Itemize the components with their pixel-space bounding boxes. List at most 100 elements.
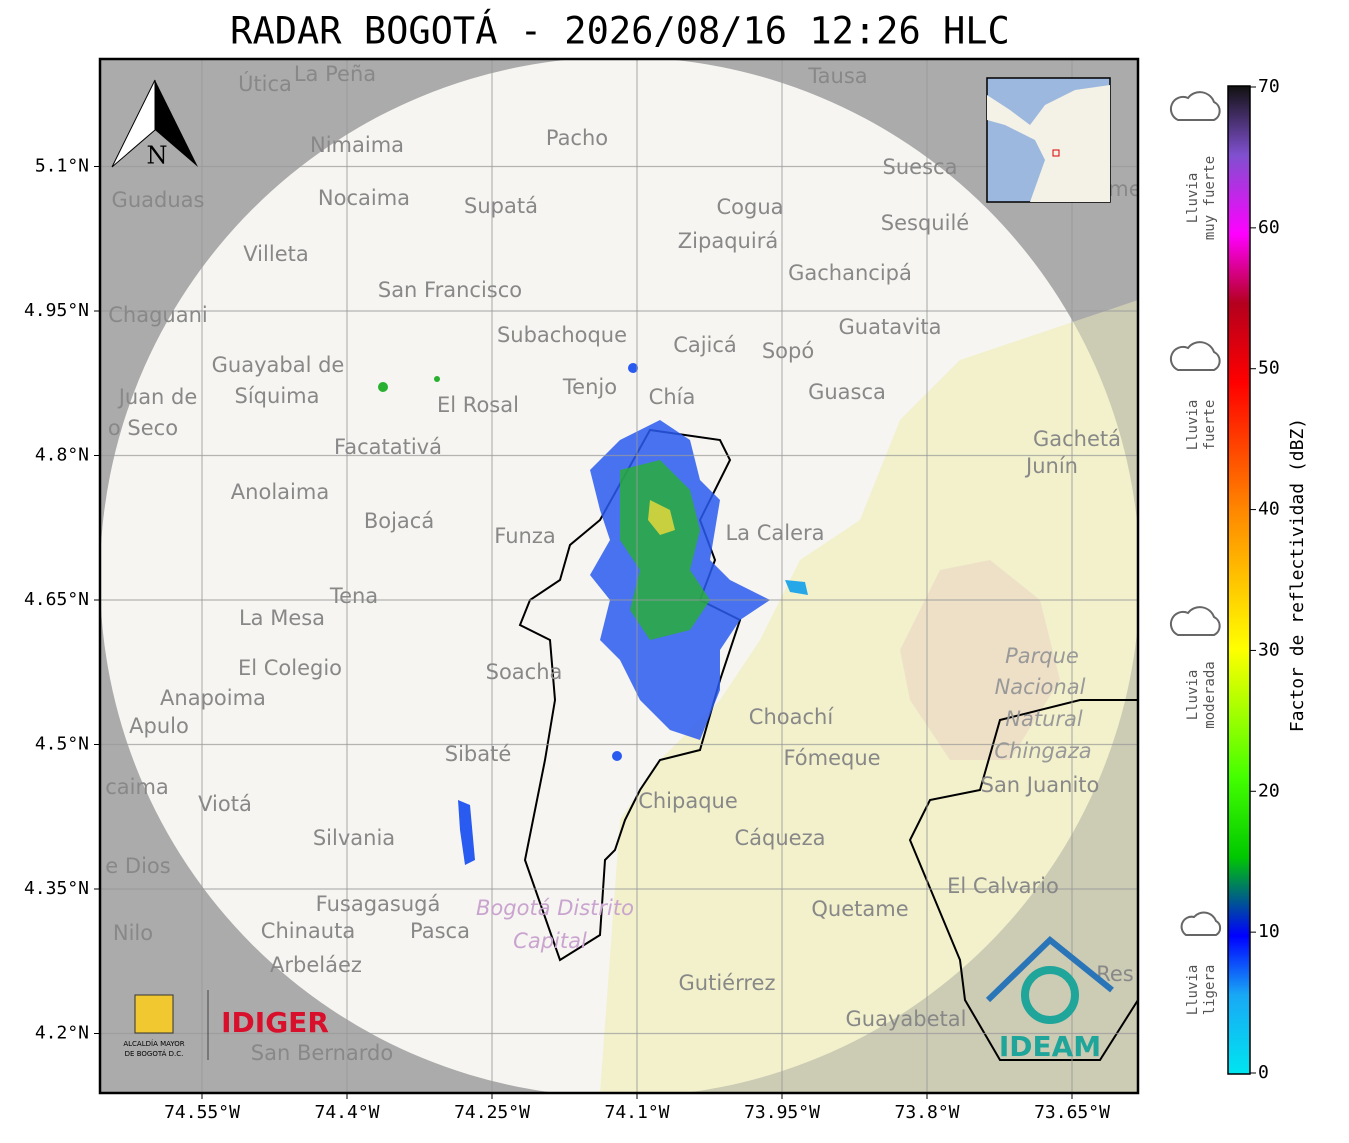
place-label: Quetame [811,897,908,921]
place-label: Guasca [808,380,886,404]
place-label: Sesquilé [881,211,969,235]
lon-tick-label: 73.65°W [1034,1102,1110,1123]
place-label: Natural [1005,707,1083,731]
title: RADAR BOGOTÁ - 2026/08/16 12:26 HLC [230,9,1010,53]
place-label: Síquima [235,384,320,408]
place-label: Supatá [464,194,538,218]
lon-tick-label: 74.1°W [604,1102,669,1123]
lon-tick-label: 74.4°W [314,1102,379,1123]
region-boundary [908,699,1138,1061]
lat-tick-label: 4.2°N [35,1023,89,1044]
place-label: Cogua [716,195,783,219]
place-label: Chinauta [261,919,355,943]
rain-level-label: Lluvia [1185,400,1201,451]
map-frame [98,57,1140,1095]
place-label: Guayabetal [846,1007,967,1031]
place-label: Cajicá [673,333,737,357]
place-label: Tena [329,584,378,608]
place-label: Subachoque [497,323,627,347]
lon-tick-label: 74.25°W [454,1102,530,1123]
colorbar-tick-label: 70 [1258,76,1280,97]
place-label: Funza [494,524,555,548]
place-label: Chipaque [638,789,738,813]
place-label: Capital [513,929,587,953]
place-label: Cáqueza [735,826,826,850]
rain-level-label: Lluvia [1185,965,1201,1016]
place-label: o Seco [108,416,178,440]
place-label: Parque [1005,644,1079,668]
place-label: Junín [1024,454,1078,478]
place-label: Sibaté [445,742,512,766]
north-arrow: N [111,79,198,170]
rain-level-label: Lluvia [1185,173,1201,224]
rain-level-label: ligera [1202,965,1218,1016]
lat-tick-label: 4.35°N [24,878,89,899]
place-label: Chaguani [108,303,208,327]
place-label: Apulo [129,714,189,738]
place-label: Pacho [546,126,608,150]
place-label: El Rosal [437,393,519,417]
place-label: Tenjo [562,375,617,399]
colorbar-label: Factor de reflectividad (dBZ) [1287,418,1308,732]
alcaldia-logo: DE BOGOTÁ D.C. [125,1049,184,1058]
place-label: Guaduas [112,188,205,212]
colorbar-tick-label: 30 [1258,639,1280,660]
place-label: Suesca [883,155,958,179]
place-label: Guatavita [839,315,942,339]
colorbar-tick-label: 0 [1258,1062,1269,1083]
ideam-logo: IDEAM [999,1030,1101,1063]
place-label: La Peña [294,62,376,86]
terrain [600,300,1138,1093]
place-label: Anolaima [231,480,329,504]
place-label: El Colegio [238,656,342,680]
place-label: e Dios [105,854,170,878]
place-label: Nacional [995,675,1086,699]
colorbar-tick-label: 10 [1258,921,1280,942]
logos: ALCALDÍA MAYOR DE BOGOTÁ D.C. IDIGER IDE… [123,936,1114,1063]
place-label: Soacha [486,660,563,684]
place-label: El Calvario [947,874,1059,898]
colorbar-tick-label: 60 [1258,217,1280,238]
place-label: Silvania [313,826,395,850]
north-label: N [147,142,168,170]
place-label: Arbeláez [270,953,362,977]
place-label: Fusagasugá [316,892,441,916]
colorbar-tick-label: 50 [1258,358,1280,379]
place-label: Gachetá [1033,427,1121,451]
place-label: Nocaima [318,186,410,210]
place-label: Nimaima [310,133,404,157]
rain-level-label: fuerte [1202,400,1218,451]
lat-tick-label: 4.65°N [24,589,89,610]
place-label: La Mesa [239,606,325,630]
place-label: Viotá [198,792,252,816]
rain-icons [1169,91,1222,936]
place-label: La Calera [725,521,824,545]
colorbar-tick-label: 40 [1258,499,1280,520]
place-label: Bogotá Distrito [476,896,634,920]
place-label: Tausa [807,64,867,88]
place-label: Útica [238,71,292,96]
lon-tick-label: 73.95°W [744,1102,820,1123]
colorbar [1227,85,1251,1075]
inset-map [986,77,1111,203]
park-area [900,560,1060,760]
place-label: San Bernardo [251,1041,393,1065]
lon-tick-label: 74.55°W [164,1102,240,1123]
place-label: San Francisco [378,278,522,302]
place-label: me [1108,177,1141,201]
rain-level-label: Lluvia [1185,670,1201,721]
place-label: Chía [649,385,696,409]
lat-tick-label: 4.8°N [35,445,89,466]
colorbar-tick-label: 20 [1258,780,1280,801]
idiger-logo: IDIGER [221,1006,329,1039]
rain-level-label: moderada [1202,661,1218,728]
lat-tick-label: 5.1°N [35,156,89,177]
place-label: Zipaquirá [678,229,778,253]
map: Útica La Peña Tausa Pacho Nimaima Guaduas Noca… [100,59,1141,1093]
place-label: Bojacá [364,509,434,533]
place-label: Facatativá [334,435,442,459]
place-label: Juan de [117,385,198,409]
place-label: Anapoima [160,686,266,710]
place-label: Fómeque [783,746,880,770]
